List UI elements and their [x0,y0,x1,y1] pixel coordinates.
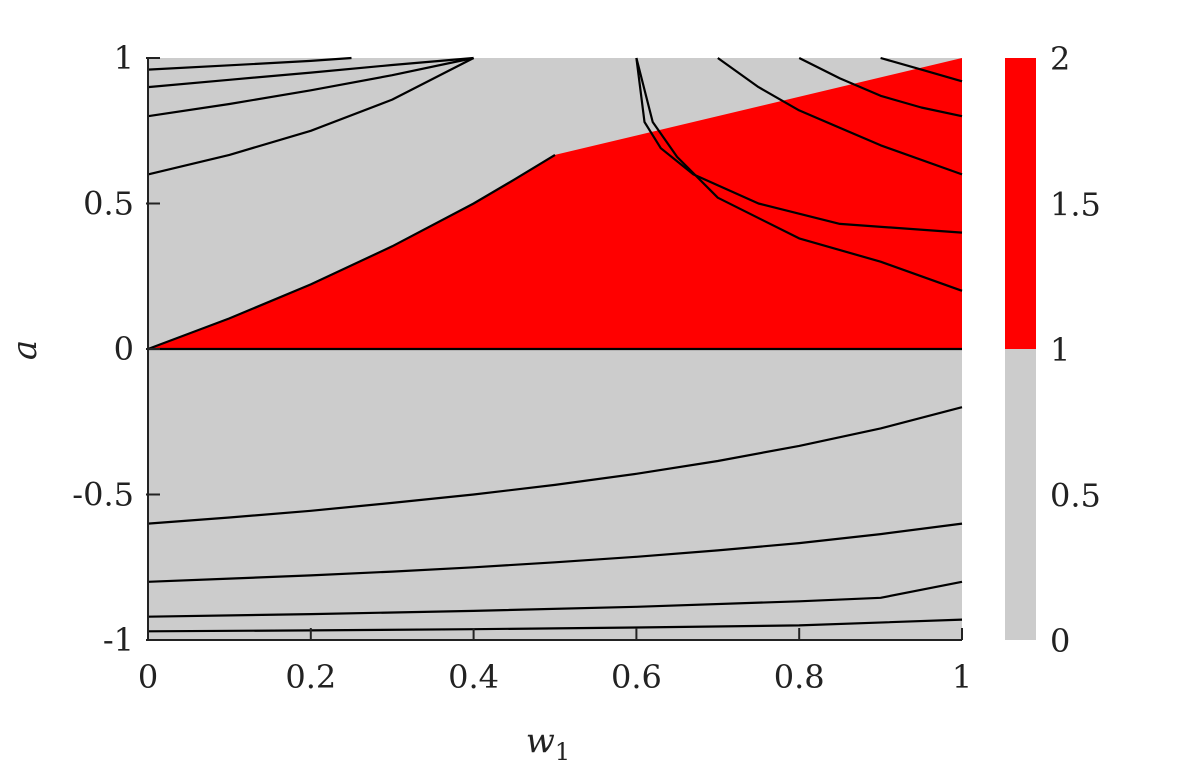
region-boundary-line [147,153,556,351]
y-axis-label: a [5,340,45,360]
x-tick-label: 0.2 [285,658,336,696]
region-high [148,58,962,349]
contour-line-13 [798,57,963,118]
y-tick-label: -0.5 [72,476,134,514]
contour-lines [147,56,963,633]
contour-line-1 [147,57,475,176]
contour-line-9 [147,618,963,633]
colorbar: 0 0.5 1 1.5 2 [1005,40,1101,660]
x-tick-label: 1 [952,658,972,696]
contour-line-4 [147,56,352,71]
contour-line-12 [717,57,963,176]
contour-line-2 [147,56,474,118]
x-tick-label: 0 [138,658,158,696]
y-tick-label: -1 [103,621,134,659]
colorbar-tick-label: 1.5 [1050,186,1101,224]
contour-line-8 [147,580,963,618]
x-tick-label: 0.4 [448,658,499,696]
x-tick-label: 0.8 [774,658,825,696]
contour-line-11 [635,57,963,292]
colorbar-tick-label: 0.5 [1050,477,1101,515]
colorbar-tick-label: 0 [1050,622,1070,660]
colorbar-band-2 [1005,58,1036,349]
y-tick-label: 1 [114,39,134,77]
y-tick-label: 0.5 [83,185,134,223]
contour-line-14 [880,56,963,83]
contour-line-6 [147,406,963,525]
x-tick-label: 0.6 [611,658,662,696]
colorbar-tick-label: 1 [1050,331,1070,369]
colorbar-band-1 [1005,349,1036,640]
axes: 0 0.2 0.4 0.6 0.8 1 -1 -0.5 0 0.5 1 [72,39,972,696]
y-tick-label: 0 [114,330,134,368]
contour-line-7 [147,522,963,583]
x-axis-label: w1 [526,721,570,766]
colorbar-tick-label: 2 [1050,40,1070,78]
contour-line-3 [147,56,474,89]
